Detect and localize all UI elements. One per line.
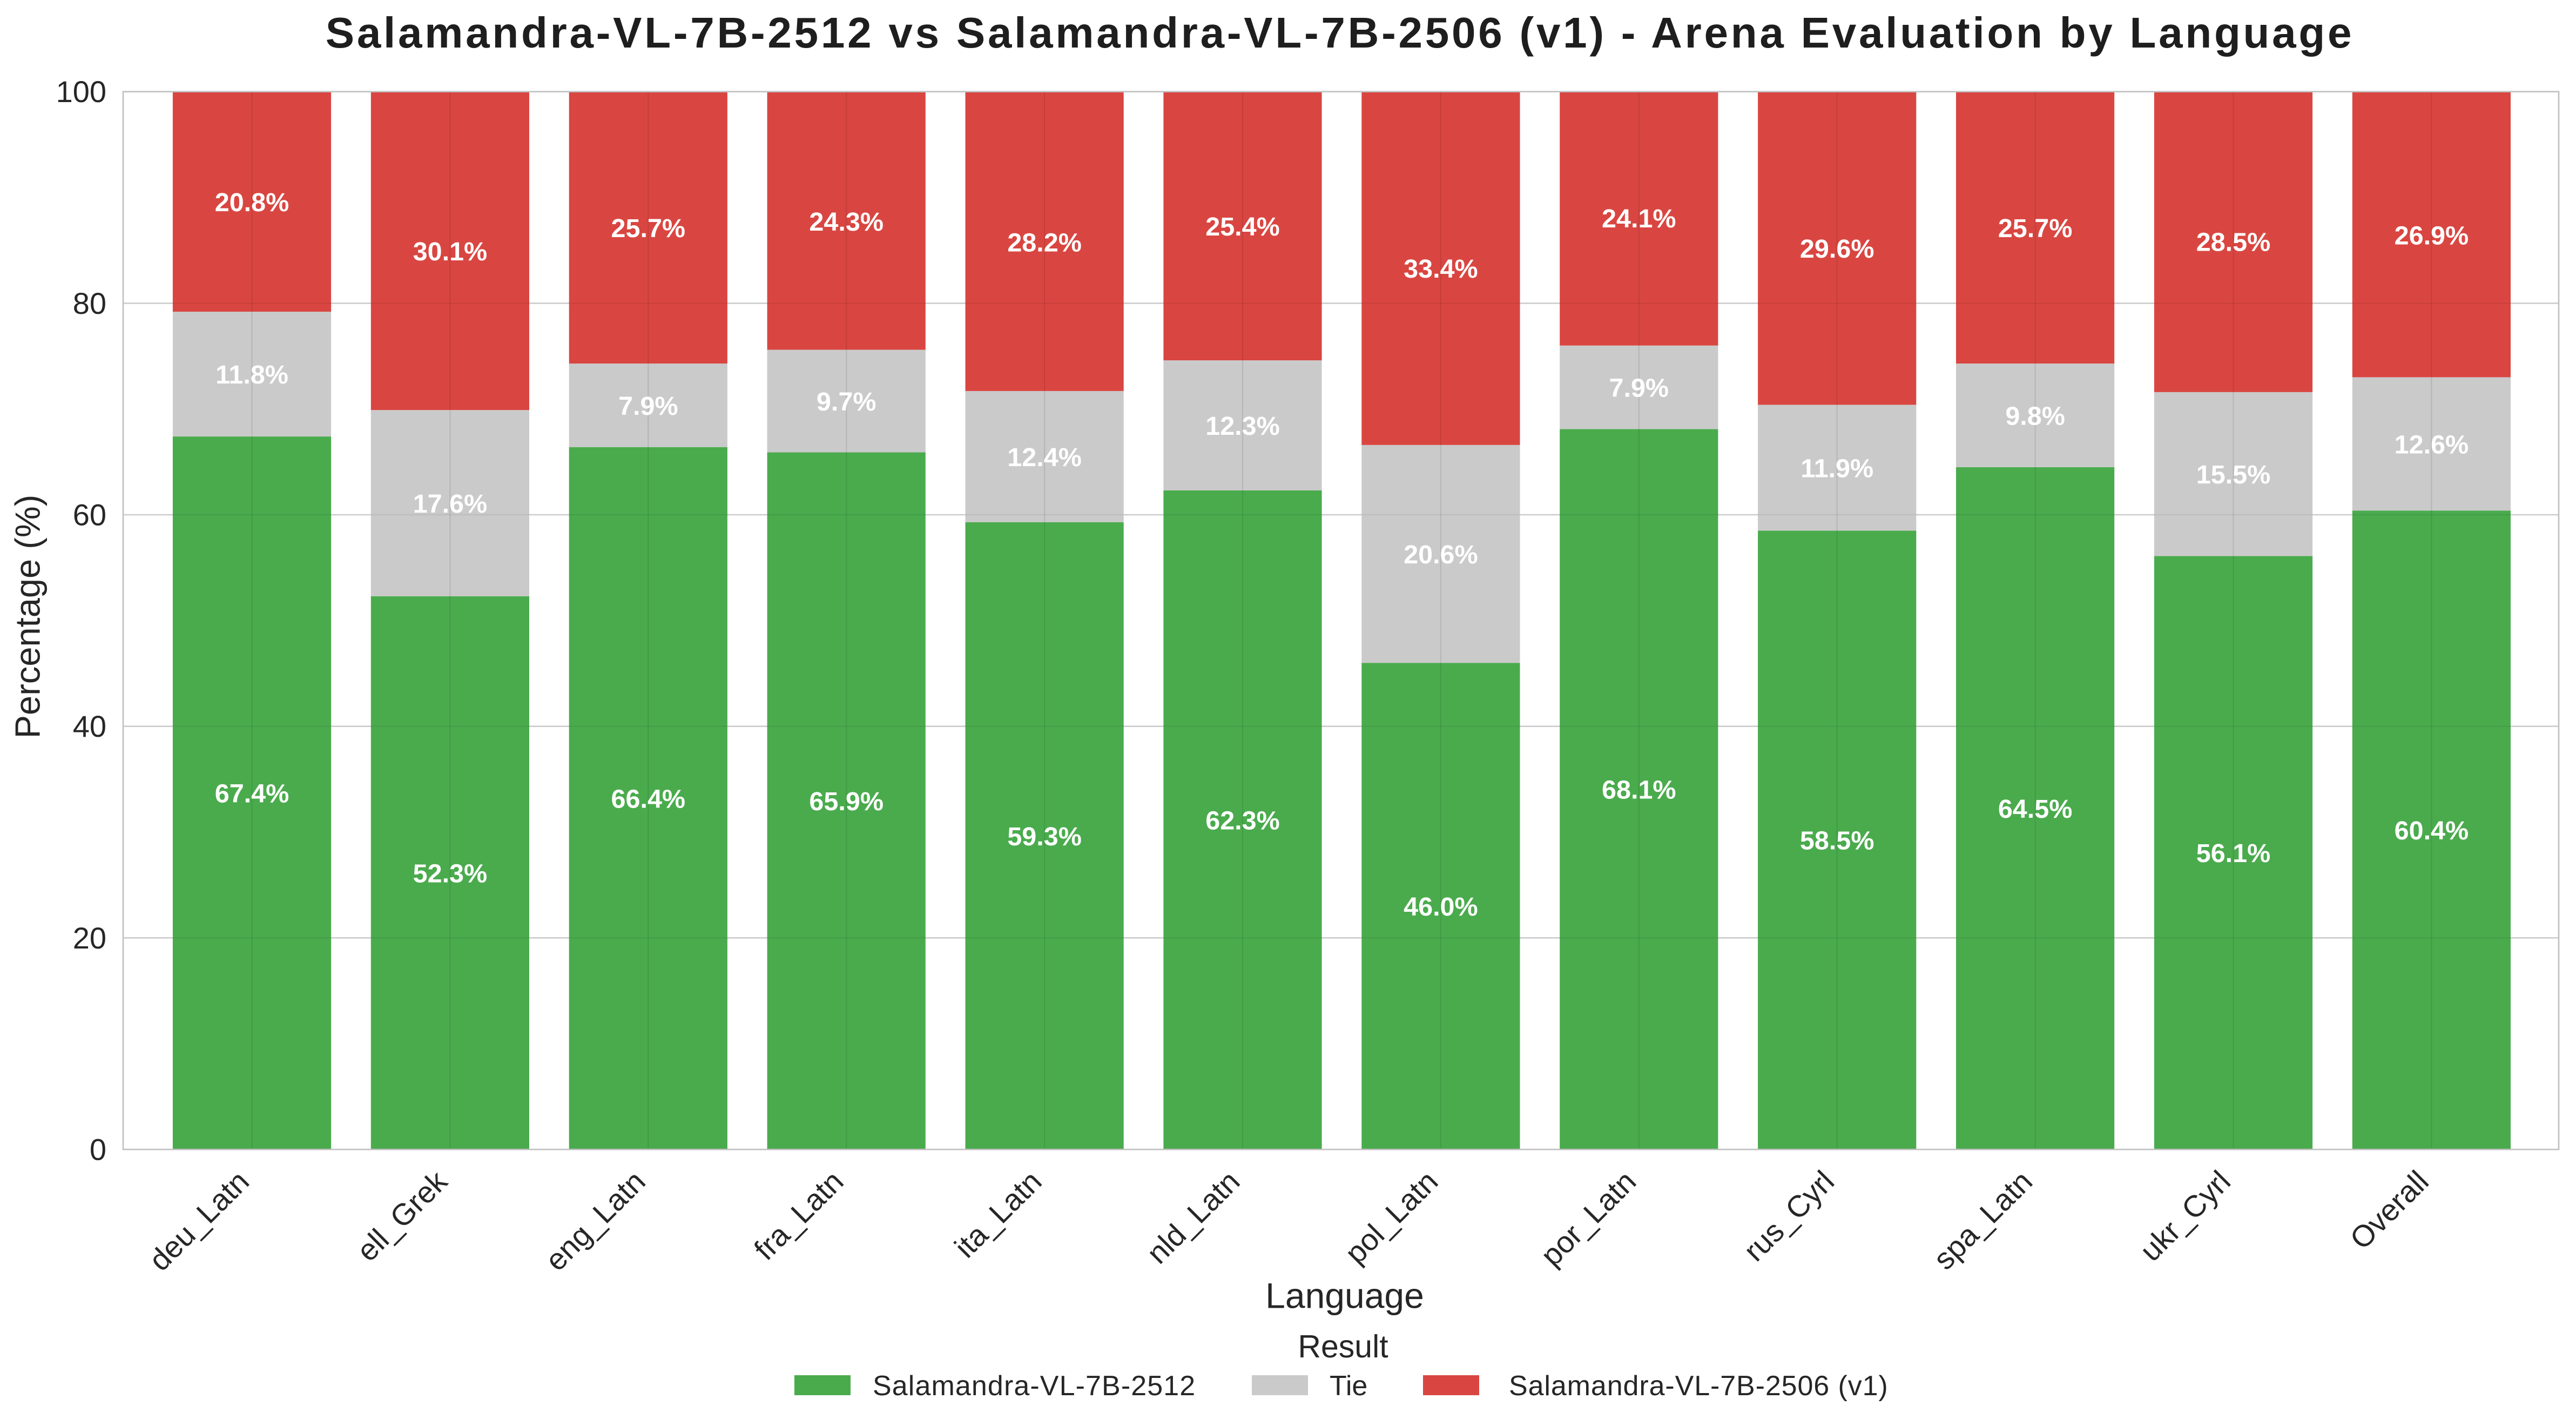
svg-text:66.4%: 66.4% — [611, 784, 686, 813]
svg-text:7.9%: 7.9% — [618, 392, 678, 421]
svg-text:24.1%: 24.1% — [1602, 204, 1676, 233]
svg-text:12.3%: 12.3% — [1205, 412, 1280, 441]
svg-text:25.7%: 25.7% — [1998, 214, 2073, 243]
svg-text:Percentage (%): Percentage (%) — [8, 495, 48, 739]
svg-text:Result: Result — [1298, 1329, 1388, 1364]
svg-text:7.9%: 7.9% — [1609, 374, 1669, 403]
svg-text:30.1%: 30.1% — [413, 237, 488, 266]
svg-text:40: 40 — [73, 709, 106, 743]
svg-text:20.6%: 20.6% — [1404, 540, 1478, 569]
svg-text:Tie: Tie — [1330, 1370, 1367, 1402]
svg-text:Language: Language — [1265, 1276, 1424, 1316]
svg-text:68.1%: 68.1% — [1602, 776, 1676, 805]
svg-text:60.4%: 60.4% — [2395, 816, 2469, 845]
svg-text:0: 0 — [90, 1133, 106, 1167]
svg-text:60: 60 — [73, 498, 106, 532]
svg-text:20.8%: 20.8% — [215, 188, 289, 217]
svg-text:59.3%: 59.3% — [1007, 822, 1082, 851]
svg-text:9.7%: 9.7% — [817, 387, 876, 416]
svg-text:25.7%: 25.7% — [611, 214, 686, 243]
svg-text:100: 100 — [56, 75, 106, 109]
svg-text:11.9%: 11.9% — [1800, 454, 1873, 483]
svg-text:80: 80 — [73, 286, 106, 320]
svg-text:25.4%: 25.4% — [1205, 212, 1280, 241]
svg-text:9.8%: 9.8% — [2005, 401, 2065, 431]
svg-text:67.4%: 67.4% — [215, 779, 289, 809]
svg-text:62.3%: 62.3% — [1205, 806, 1280, 836]
svg-text:Salamandra-VL-7B-2506 (v1): Salamandra-VL-7B-2506 (v1) — [1509, 1370, 1889, 1402]
svg-text:29.6%: 29.6% — [1800, 234, 1874, 264]
svg-text:Salamandra-VL-7B-2512 vs Salam: Salamandra-VL-7B-2512 vs Salamandra-VL-7… — [326, 9, 2355, 57]
svg-text:15.5%: 15.5% — [2196, 460, 2271, 489]
svg-text:46.0%: 46.0% — [1404, 892, 1478, 921]
svg-text:17.6%: 17.6% — [413, 489, 488, 519]
svg-text:12.6%: 12.6% — [2395, 430, 2469, 459]
svg-text:52.3%: 52.3% — [413, 859, 488, 888]
svg-text:28.5%: 28.5% — [2196, 227, 2271, 257]
svg-text:56.1%: 56.1% — [2196, 839, 2271, 868]
svg-text:12.4%: 12.4% — [1007, 443, 1082, 472]
svg-text:Salamandra-VL-7B-2512: Salamandra-VL-7B-2512 — [873, 1370, 1196, 1402]
svg-text:64.5%: 64.5% — [1998, 795, 2073, 824]
svg-text:11.8%: 11.8% — [215, 360, 288, 389]
svg-text:58.5%: 58.5% — [1800, 826, 1874, 856]
svg-text:26.9%: 26.9% — [2395, 221, 2469, 251]
svg-text:33.4%: 33.4% — [1404, 254, 1478, 284]
svg-text:65.9%: 65.9% — [809, 787, 884, 816]
svg-text:24.3%: 24.3% — [809, 207, 884, 237]
svg-text:28.2%: 28.2% — [1007, 228, 1082, 257]
svg-text:20: 20 — [73, 921, 106, 955]
